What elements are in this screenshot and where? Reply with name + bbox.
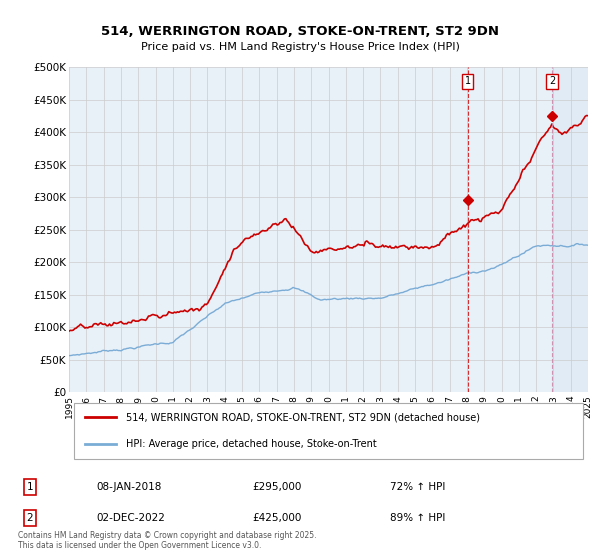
Text: 2: 2 (549, 77, 555, 86)
Text: 02-DEC-2022: 02-DEC-2022 (96, 513, 165, 523)
Text: Price paid vs. HM Land Registry's House Price Index (HPI): Price paid vs. HM Land Registry's House … (140, 42, 460, 52)
Text: Contains HM Land Registry data © Crown copyright and database right 2025.
This d: Contains HM Land Registry data © Crown c… (18, 531, 317, 550)
Text: 1: 1 (464, 77, 470, 86)
Text: 08-JAN-2018: 08-JAN-2018 (96, 482, 161, 492)
Text: 514, WERRINGTON ROAD, STOKE-ON-TRENT, ST2 9DN (detached house): 514, WERRINGTON ROAD, STOKE-ON-TRENT, ST… (126, 412, 480, 422)
Text: 1: 1 (26, 482, 34, 492)
FancyBboxPatch shape (74, 403, 583, 459)
Text: £425,000: £425,000 (252, 513, 301, 523)
Bar (552, 67, 588, 392)
Text: HPI: Average price, detached house, Stoke-on-Trent: HPI: Average price, detached house, Stok… (126, 438, 377, 449)
Text: 514, WERRINGTON ROAD, STOKE-ON-TRENT, ST2 9DN: 514, WERRINGTON ROAD, STOKE-ON-TRENT, ST… (101, 25, 499, 38)
Text: 2: 2 (26, 513, 34, 523)
Text: 72% ↑ HPI: 72% ↑ HPI (390, 482, 445, 492)
Text: £295,000: £295,000 (252, 482, 301, 492)
Text: 89% ↑ HPI: 89% ↑ HPI (390, 513, 445, 523)
